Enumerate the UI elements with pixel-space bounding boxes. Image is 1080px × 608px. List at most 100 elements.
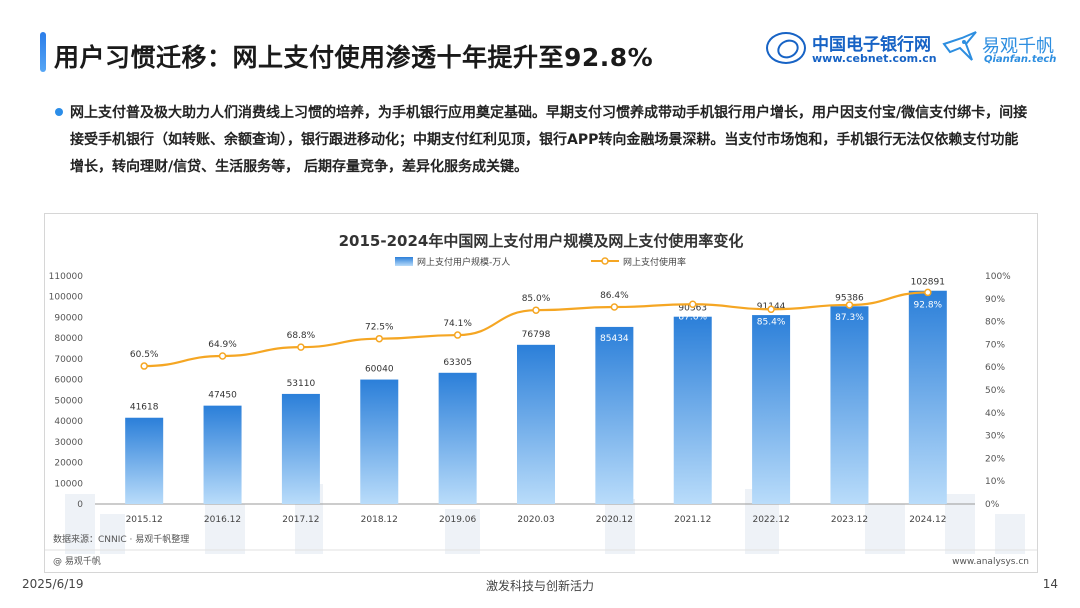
- y-right-tick-label: 90%: [985, 295, 1005, 305]
- line-value-label: 60.5%: [130, 350, 159, 360]
- y-right-tick-label: 100%: [985, 272, 1011, 282]
- line-value-label: 87.3%: [835, 313, 864, 323]
- bar: [752, 315, 791, 504]
- cebnet-logo-url: www.cebnet.com.cn: [812, 52, 937, 65]
- x-tick-label: 2019.06: [439, 515, 476, 525]
- x-tick-label: 2021.12: [674, 515, 711, 525]
- y-right-tick-label: 70%: [985, 340, 1005, 350]
- bar: [908, 290, 947, 504]
- x-tick-label: 2020.03: [517, 515, 554, 525]
- x-tick-label: 2017.12: [282, 515, 319, 525]
- line-value-label: 68.8%: [287, 331, 316, 341]
- y-left-tick-label: 20000: [54, 459, 83, 469]
- y-right-tick-label: 60%: [985, 363, 1005, 373]
- line-point: [218, 352, 227, 360]
- line-value-label: 74.1%: [443, 319, 472, 329]
- line-value-label: 86.4%: [600, 291, 629, 301]
- legend-bar-swatch: [395, 257, 413, 266]
- x-tick-label: 2023.12: [831, 515, 868, 525]
- line-value-label: 92.8%: [914, 300, 943, 310]
- x-tick-label: 2022.12: [752, 515, 789, 525]
- line-point: [845, 301, 854, 309]
- x-tick-label: 2020.12: [596, 515, 633, 525]
- bar-value-label: 60040: [365, 365, 394, 375]
- bar-value-label: 76798: [522, 330, 551, 340]
- line-point: [924, 288, 932, 297]
- page-title: 用户习惯迁移：网上支付使用渗透十年提升至92.8%: [54, 43, 654, 72]
- x-axis-labels: 2015.12 2016.12 2017.12 2018.12 2019.06 2020.…: [126, 515, 947, 525]
- bar-value-label: 53110: [287, 379, 316, 389]
- line-value-label: 72.5%: [365, 323, 394, 333]
- line-point: [532, 306, 540, 314]
- footer-date: 2025/6/19: [22, 577, 84, 591]
- line-point: [610, 303, 619, 311]
- chart-svg: 2015-2024年中国网上支付用户规模及网上支付使用率变化 网上支付用户规模-…: [45, 232, 1037, 567]
- y-left-tick-label: 100000: [49, 293, 84, 303]
- x-tick-label: 2018.12: [361, 515, 398, 525]
- y-left-tick-label: 30000: [54, 438, 83, 448]
- y-left-tick-label: 50000: [54, 396, 83, 406]
- x-tick-label: 2024.12: [909, 515, 946, 525]
- bar-value-label: 85434: [600, 334, 629, 344]
- bar-series: 41618 47450 53110 60040 63305 76798 85434 90363…: [125, 278, 947, 504]
- qianfan-logo-text: 易观千帆: [982, 36, 1054, 57]
- line-point: [140, 362, 148, 370]
- legend-bar-label: 网上支付用户规模-万人: [417, 256, 510, 268]
- line-point: [375, 334, 384, 343]
- qianfan-logo-en: Qianfan.tech: [984, 54, 1057, 65]
- bar-value-label: 41618: [130, 403, 159, 413]
- y-left-tick-label: 110000: [49, 272, 84, 282]
- chart-container: 2015-2024年中国网上支付用户规模及网上支付使用率变化 网上支付用户规模-…: [44, 213, 1038, 573]
- page-number: 14: [1042, 577, 1058, 591]
- x-tick-label: 2016.12: [204, 515, 241, 525]
- y-right-tick-label: 30%: [985, 432, 1005, 442]
- bar-value-label: 63305: [443, 358, 472, 368]
- y-left-tick-label: 10000: [54, 479, 83, 489]
- y-axis-right: 0% 10% 20% 30% 40% 50% 60% 70% 80% 90% 100%: [985, 272, 1011, 510]
- line-point: [453, 331, 462, 339]
- bar: [673, 316, 712, 504]
- y-left-tick-label: 0: [77, 500, 83, 510]
- line-value-label: 85.0%: [522, 294, 551, 304]
- y-left-tick-label: 80000: [54, 334, 83, 344]
- cebnet-logo: 中国电子银行网 www.cebnet.com.cn: [766, 30, 937, 70]
- y-right-tick-label: 40%: [985, 409, 1005, 419]
- bar-value-label: 102891: [911, 278, 945, 288]
- line-value-label: 85.4%: [757, 317, 786, 327]
- summary-text: 网上支付普及极大助力人们消费线上习惯的培养，为手机银行应用奠定基础。早期支付习惯…: [70, 105, 1028, 175]
- qianfan-bird-icon: [942, 31, 977, 61]
- bar: [203, 405, 242, 504]
- y-left-tick-label: 60000: [54, 376, 83, 386]
- y-left-tick-label: 90000: [54, 313, 83, 323]
- bar-value-label: 90363: [678, 304, 707, 314]
- line-value-label: 87.6%: [678, 312, 707, 322]
- legend-line-label: 网上支付使用率: [623, 256, 686, 268]
- y-left-tick-label: 70000: [54, 355, 83, 365]
- chart-source: 数据来源：CNNIC · 易观千帆整理: [53, 533, 189, 545]
- chart-watermark: @ 易观千帆: [53, 555, 101, 567]
- bar: [830, 306, 869, 504]
- bullet-dot: [55, 108, 63, 116]
- y-left-tick-label: 40000: [54, 417, 83, 427]
- bar: [517, 344, 555, 504]
- qianfan-logo: 易观千帆 Qianfan.tech: [942, 30, 1072, 70]
- bar: [125, 417, 164, 504]
- chart-legend: 网上支付用户规模-万人 网上支付使用率: [395, 256, 686, 268]
- y-axis-left: 0 10000 20000 30000 40000 50000 60000 70000 8000…: [49, 272, 84, 510]
- y-right-tick-label: 0%: [985, 500, 1000, 510]
- legend-line-marker: [601, 257, 609, 265]
- bar: [595, 326, 634, 504]
- cebnet-logo-text: 中国电子银行网: [812, 35, 931, 55]
- x-tick-label: 2015.12: [126, 515, 163, 525]
- bar: [281, 393, 320, 504]
- chart-website: www.analysys.cn: [952, 557, 1029, 567]
- title-accent-bar: [40, 32, 46, 72]
- y-right-tick-label: 10%: [985, 477, 1005, 487]
- line-value-label: 64.9%: [208, 340, 237, 350]
- y-right-tick-label: 80%: [985, 318, 1005, 328]
- bar: [360, 379, 399, 504]
- chart-title: 2015-2024年中国网上支付用户规模及网上支付使用率变化: [339, 232, 744, 250]
- line-point: [297, 343, 305, 351]
- bar-value-label: 47450: [208, 391, 237, 401]
- line-point: [767, 305, 775, 314]
